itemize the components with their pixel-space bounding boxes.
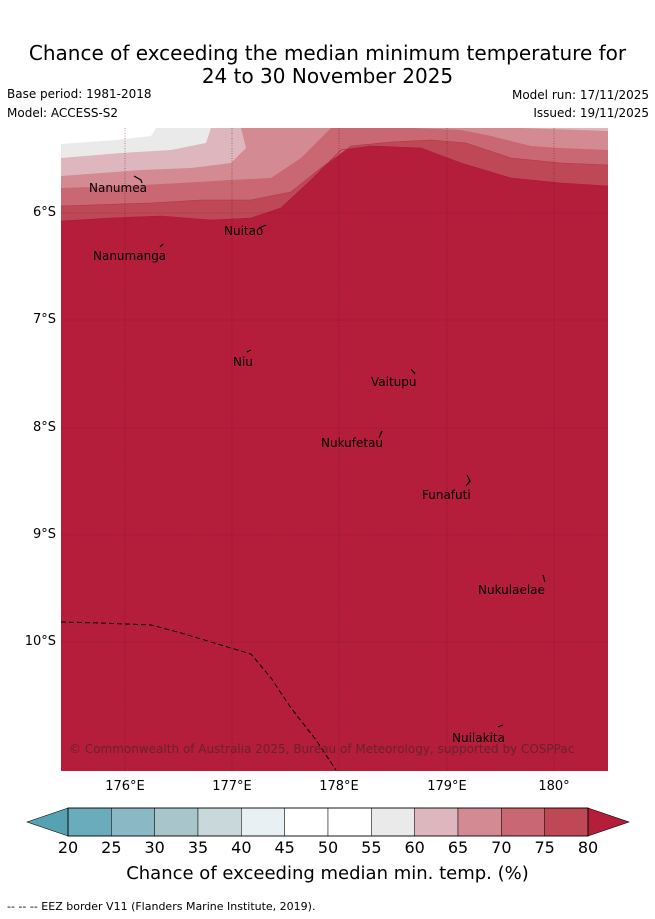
title-line-2: 24 to 30 November 2025 bbox=[201, 64, 454, 88]
colorbar-tick-label: 45 bbox=[274, 838, 295, 857]
colorbar-segment bbox=[154, 807, 199, 837]
place-nanumanga: Nanumanga bbox=[93, 249, 167, 263]
graticule bbox=[61, 128, 608, 771]
colorbar-segment bbox=[501, 807, 545, 837]
colorbar-segment bbox=[67, 807, 112, 837]
colorbar-tick-label: 75 bbox=[534, 838, 555, 857]
eez-legend-footer: -- -- -- EEZ border V11 (Flanders Marine… bbox=[7, 900, 316, 913]
lon-label-179e: 179°E bbox=[427, 779, 467, 794]
colorbar-tick-label: 60 bbox=[404, 838, 425, 857]
colorbar-tick-label: 25 bbox=[101, 838, 122, 857]
colorbar-tick-label: 55 bbox=[361, 838, 382, 857]
contour-70 bbox=[61, 139, 608, 207]
colorbar bbox=[26, 807, 630, 837]
copyright-notice: © Commonwealth of Australia 2025, Bureau… bbox=[69, 742, 575, 756]
colorbar-segments bbox=[67, 807, 589, 837]
lon-label-180: 180° bbox=[538, 779, 570, 794]
lat-label-6s: 6°S bbox=[32, 205, 56, 220]
colorbar-tick-label: 50 bbox=[317, 838, 339, 857]
colorbar-tick-label: 35 bbox=[187, 838, 209, 857]
contour-75 bbox=[61, 145, 608, 222]
map-svg bbox=[61, 128, 608, 771]
islands bbox=[133, 175, 546, 728]
place-nanumea: Nanumea bbox=[89, 181, 147, 195]
map-fill-50 bbox=[61, 128, 156, 144]
title-line-1: Chance of exceeding the median minimum t… bbox=[28, 41, 627, 65]
colorbar-segment bbox=[111, 807, 155, 837]
colorbar-tick-label: 30 bbox=[144, 838, 165, 857]
colorbar-tick-label: 20 bbox=[57, 838, 79, 857]
colorbar-tick-label: 80 bbox=[577, 838, 599, 857]
colorbar-frame bbox=[67, 807, 589, 837]
place-niu: Niu bbox=[233, 355, 253, 369]
colorbar-segment bbox=[197, 807, 242, 837]
forecast-map bbox=[61, 128, 608, 771]
place-vaitupu: Vaitupu bbox=[371, 375, 417, 389]
place-nuilakita: Nuilakita bbox=[452, 731, 505, 745]
base-period: Base period: 1981-2018 bbox=[7, 87, 152, 101]
place-nukulaelae: Nukulaelae bbox=[478, 583, 545, 597]
lat-label-10s: 10°S bbox=[24, 634, 56, 649]
issued-date: Issued: 19/11/2025 bbox=[533, 106, 649, 120]
lon-label-178e: 178°E bbox=[319, 779, 359, 794]
colorbar-segment bbox=[457, 807, 502, 837]
colorbar-segment bbox=[284, 807, 329, 837]
place-funafuti: Funafuti bbox=[422, 488, 471, 502]
colorbar-below-arrow bbox=[26, 807, 69, 837]
lon-label-176e: 176°E bbox=[105, 779, 145, 794]
place-nuitao: Nuitao bbox=[224, 224, 264, 238]
colorbar-segment bbox=[327, 807, 372, 837]
colorbar-segment bbox=[371, 807, 415, 837]
place-nukufetau: Nukufetau bbox=[321, 436, 384, 450]
lat-label-8s: 8°S bbox=[32, 420, 56, 435]
model-run: Model run: 17/11/2025 bbox=[511, 88, 649, 102]
lat-label-9s: 9°S bbox=[32, 527, 56, 542]
model-name: Model: ACCESS-S2 bbox=[7, 106, 119, 120]
map-fill-80 bbox=[61, 128, 608, 771]
eez-border bbox=[61, 621, 337, 771]
colorbar-segment bbox=[414, 807, 459, 837]
colorbar-tick-label: 70 bbox=[491, 838, 512, 857]
colorbar-segment bbox=[544, 807, 589, 837]
lat-label-7s: 7°S bbox=[32, 312, 56, 327]
lon-label-177e: 177°E bbox=[212, 779, 252, 794]
colorbar-label: Chance of exceeding median min. temp. (%… bbox=[126, 863, 529, 884]
colorbar-above-arrow bbox=[587, 807, 630, 837]
colorbar-segment bbox=[241, 807, 285, 837]
colorbar-tick-label: 65 bbox=[447, 838, 469, 857]
colorbar-tick-label: 40 bbox=[231, 838, 252, 857]
